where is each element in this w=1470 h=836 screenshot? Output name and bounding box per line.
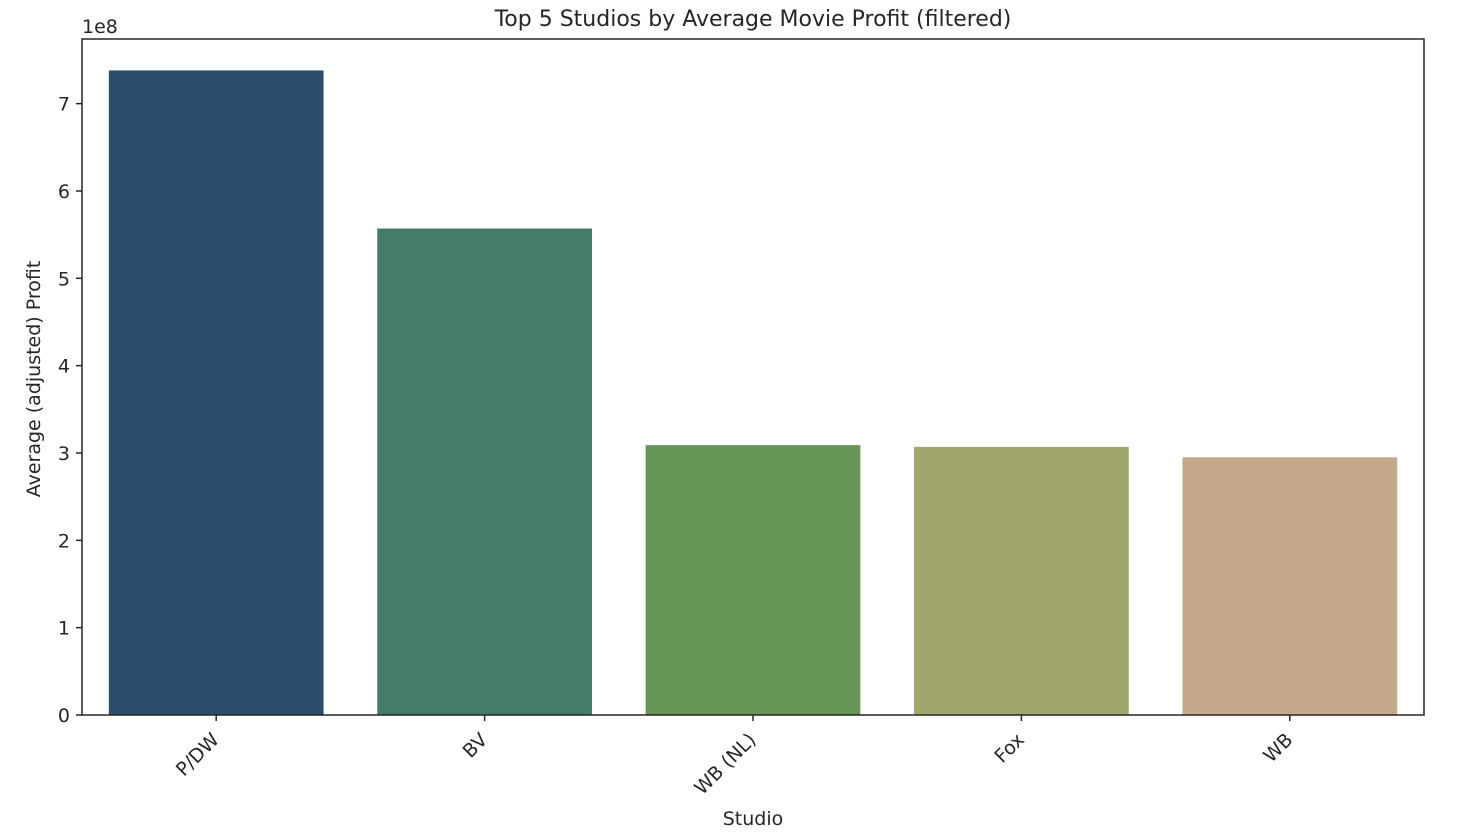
x-tick-label: WB bbox=[1259, 729, 1297, 767]
y-tick-label: 4 bbox=[58, 356, 70, 378]
y-axis-title: Average (adjusted) Profit bbox=[23, 261, 45, 498]
bar-fox bbox=[914, 446, 1129, 715]
chart-title: Top 5 Studios by Average Movie Profit (f… bbox=[494, 7, 1012, 32]
y-tick-label: 3 bbox=[58, 443, 70, 465]
y-axis-ticks: 0 1 2 3 4 5 6 7 bbox=[58, 94, 82, 727]
y-tick-label: 1 bbox=[58, 618, 70, 640]
y-tick-label: 6 bbox=[58, 181, 70, 203]
x-tick-label: BV bbox=[459, 729, 493, 763]
y-tick-label: 7 bbox=[58, 94, 70, 116]
bar-p-dw bbox=[108, 70, 324, 715]
x-tick-label: Fox bbox=[990, 729, 1029, 768]
y-axis-offset-label: 1e8 bbox=[82, 16, 118, 38]
bar-wb bbox=[1182, 457, 1398, 715]
x-tick-label: P/DW bbox=[172, 729, 224, 781]
x-axis-ticks: P/DW BV WB (NL) Fox WB bbox=[172, 715, 1297, 799]
bars-layer bbox=[108, 70, 1398, 716]
plot-frame bbox=[81, 38, 1425, 716]
x-axis-title: Studio bbox=[723, 808, 784, 830]
bar-wb-nl bbox=[645, 445, 861, 715]
y-tick-label: 0 bbox=[58, 705, 70, 727]
y-tick-label: 5 bbox=[58, 268, 70, 290]
bar-bv bbox=[377, 228, 592, 716]
y-tick-label: 2 bbox=[58, 530, 70, 552]
x-tick-label: WB (NL) bbox=[690, 729, 760, 799]
